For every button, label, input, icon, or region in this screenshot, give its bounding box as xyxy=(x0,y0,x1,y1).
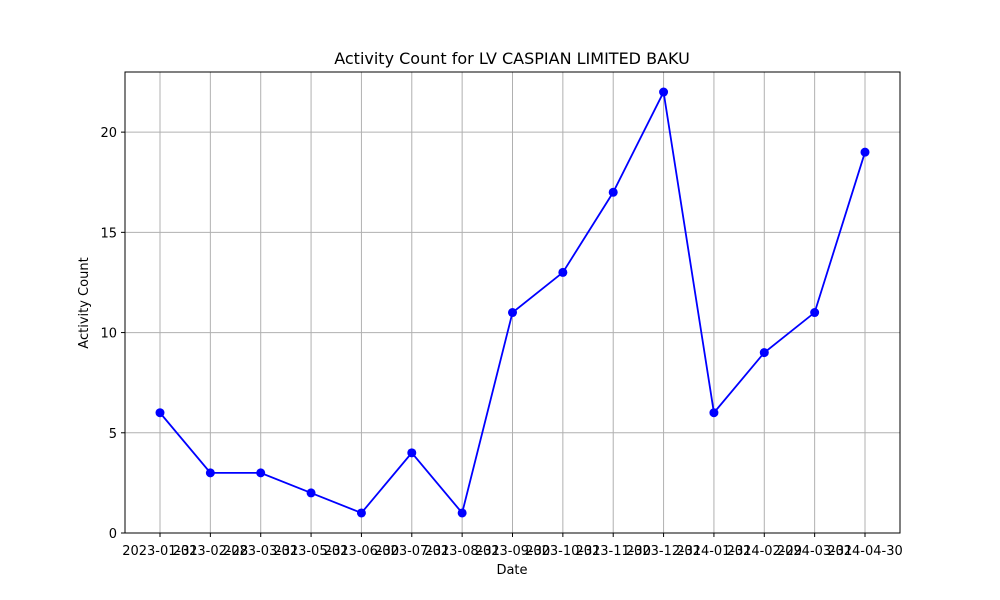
x-tick-label: 2024-01-31 xyxy=(676,544,752,559)
data-point xyxy=(205,468,215,478)
y-tick-label: 10 xyxy=(100,327,117,342)
y-tick-label: 5 xyxy=(109,427,117,442)
x-tick-label: 2023-01-31 xyxy=(122,544,198,559)
y-axis-ticks: 0 5 10 15 20 xyxy=(100,126,125,542)
data-point xyxy=(407,448,417,458)
y-tick-label: 20 xyxy=(100,126,117,141)
data-point xyxy=(709,408,719,418)
data-point xyxy=(860,147,870,157)
x-axis-ticks: 2023-01-312023-02-282023-03-312023-05-31… xyxy=(122,533,903,559)
data-point xyxy=(659,87,669,97)
x-tick-label: 2023-02-28 xyxy=(173,544,249,559)
data-point xyxy=(306,488,316,498)
y-tick-label: 15 xyxy=(100,226,117,241)
x-tick-label: 2023-11-30 xyxy=(575,544,651,559)
x-tick-label: 2023-07-31 xyxy=(374,544,450,559)
data-point xyxy=(356,508,366,518)
chart-title: Activity Count for LV CASPIAN LIMITED BA… xyxy=(334,49,690,68)
x-tick-label: 2023-03-31 xyxy=(223,544,299,559)
data-point xyxy=(256,468,266,478)
data-point xyxy=(508,308,517,318)
data-point xyxy=(810,308,820,318)
data-point xyxy=(155,408,165,418)
x-tick-label: 2023-12-31 xyxy=(626,544,702,559)
y-axis-title: Activity Count xyxy=(77,257,92,348)
x-tick-label: 2023-05-31 xyxy=(273,544,349,559)
x-tick-label: 2023-08-31 xyxy=(424,544,500,559)
data-point xyxy=(558,267,568,277)
x-tick-label: 2024-02-29 xyxy=(727,544,803,559)
x-tick-label: 2023-09-30 xyxy=(475,544,551,559)
x-axis-title: Date xyxy=(496,563,527,578)
x-tick-label: 2023-10-31 xyxy=(525,544,601,559)
data-point xyxy=(759,348,769,358)
x-tick-label: 2024-04-30 xyxy=(827,544,903,559)
x-tick-label: 2024-03-31 xyxy=(777,544,853,559)
y-tick-label: 0 xyxy=(109,527,117,542)
x-tick-label: 2023-06-30 xyxy=(324,544,400,559)
data-point xyxy=(608,187,618,197)
series xyxy=(155,87,870,518)
grid xyxy=(125,72,900,534)
data-point xyxy=(457,508,467,518)
